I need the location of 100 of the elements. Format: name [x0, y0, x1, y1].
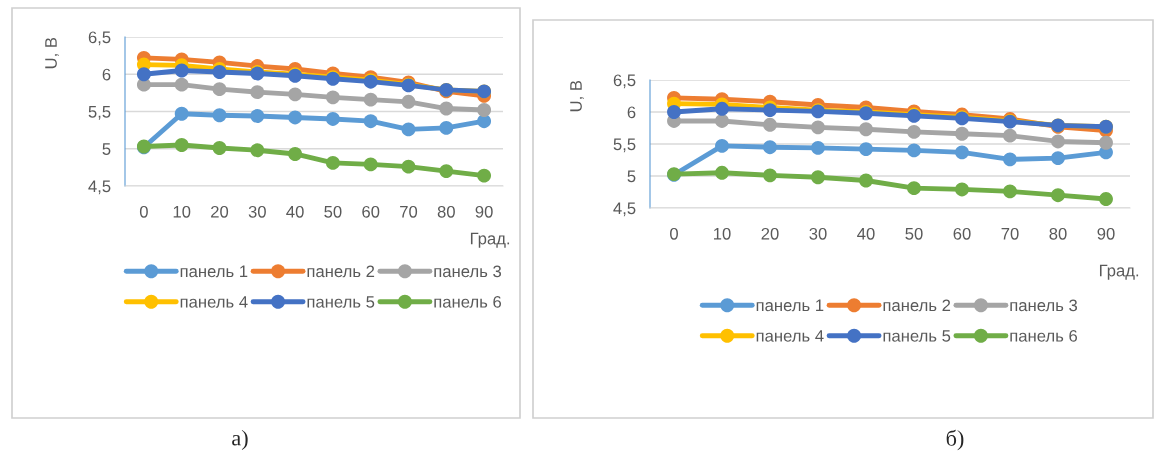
point: [1099, 192, 1113, 206]
x-axis-title: Град.: [470, 232, 510, 248]
point: [174, 106, 189, 121]
point: [174, 77, 189, 92]
x-tick-label: 40: [857, 227, 875, 240]
point: [1003, 184, 1017, 199]
legend-label: панель 1: [756, 299, 824, 312]
x-tick-label: 0: [139, 205, 148, 218]
point: [363, 114, 378, 129]
x-tick-label: 50: [324, 205, 342, 218]
legend-label: панель 6: [434, 295, 502, 308]
x-tick-label: 30: [248, 205, 266, 218]
y-axis-title: U, В: [45, 37, 59, 69]
legend-label: панель 5: [307, 296, 375, 308]
text: б): [946, 429, 964, 451]
x-tick-label: 80: [437, 205, 455, 218]
x-tick-label: 60: [953, 227, 971, 240]
point: [955, 182, 969, 197]
point: [715, 138, 729, 153]
point: [811, 140, 825, 155]
point: [715, 165, 729, 180]
x-tick-label: 30: [809, 227, 827, 240]
point: [1051, 151, 1065, 166]
point: [1003, 128, 1017, 143]
legend-label: панель 6: [1010, 329, 1078, 342]
point: [763, 117, 777, 132]
x-tick-label: 70: [1001, 227, 1019, 240]
point: [477, 168, 492, 183]
point: [401, 122, 416, 137]
point: [325, 90, 340, 105]
point: [325, 155, 340, 170]
x-tick-label: 60: [362, 205, 380, 218]
text: а): [232, 429, 248, 451]
point: [136, 67, 151, 82]
legend-label: панель 4: [180, 296, 248, 308]
point: [174, 138, 189, 152]
point: [859, 142, 873, 157]
point: [212, 82, 227, 97]
point: [715, 101, 729, 116]
y-tick-label: 4,5: [88, 180, 111, 195]
point: [763, 168, 777, 183]
y-tick-label: 6,5: [88, 31, 111, 46]
point: [811, 120, 825, 135]
point: [859, 173, 873, 188]
point: [439, 164, 454, 179]
point: [288, 87, 303, 102]
y-tick-label: 5: [102, 143, 111, 155]
legend-label: панель 2: [883, 299, 951, 312]
point: [907, 181, 921, 196]
legend-label: панель 4: [756, 330, 824, 342]
y-tick-label: 5,5: [88, 106, 111, 120]
point: [250, 109, 265, 123]
legend-label: панель 3: [1010, 299, 1078, 312]
point: [439, 101, 454, 116]
legend-label: панель 5: [883, 330, 951, 342]
legend-label: панель 1: [180, 265, 248, 278]
y-tick-label: 6: [627, 106, 636, 119]
x-tick-label: 20: [761, 227, 779, 240]
x-tick-label: 20: [211, 205, 229, 218]
point: [715, 114, 729, 128]
point: [907, 143, 921, 158]
point: [250, 85, 265, 100]
x-tick-label: 10: [714, 227, 731, 240]
y-tick-label: 5: [627, 170, 636, 183]
point: [667, 105, 681, 119]
x-tick-label: 40: [286, 205, 304, 218]
legend-label: панель 2: [307, 265, 375, 278]
y-tick-label: 6: [102, 68, 111, 81]
y-tick-label: 4,5: [613, 202, 636, 217]
x-tick-label: 80: [1049, 227, 1067, 240]
point: [1051, 134, 1065, 149]
point: [763, 140, 777, 155]
point: [439, 120, 454, 135]
x-tick-label: 0: [670, 227, 678, 240]
point: [212, 141, 227, 155]
point: [1003, 152, 1017, 167]
y-axis-title: U, В: [570, 80, 584, 112]
point: [288, 110, 303, 125]
point: [250, 143, 265, 158]
point: [401, 159, 416, 174]
x-tick-label: 70: [400, 205, 418, 218]
x-tick-label: 10: [173, 205, 191, 218]
x-axis-title: Град.: [1099, 264, 1139, 280]
point: [907, 124, 921, 139]
point: [811, 170, 825, 185]
point: [859, 122, 873, 137]
x-tick-label: 90: [1097, 227, 1115, 240]
x-tick-label: 90: [475, 205, 493, 218]
point: [477, 103, 492, 117]
legend-label: панель 3: [434, 265, 502, 278]
y-tick-label: 5,5: [613, 138, 636, 153]
point: [363, 157, 378, 172]
point: [288, 147, 303, 161]
point: [1099, 135, 1113, 150]
point: [325, 112, 340, 126]
x-tick-label: 50: [905, 227, 923, 240]
point: [1051, 188, 1065, 203]
point: [401, 94, 416, 109]
point: [174, 63, 189, 78]
point: [363, 92, 378, 107]
